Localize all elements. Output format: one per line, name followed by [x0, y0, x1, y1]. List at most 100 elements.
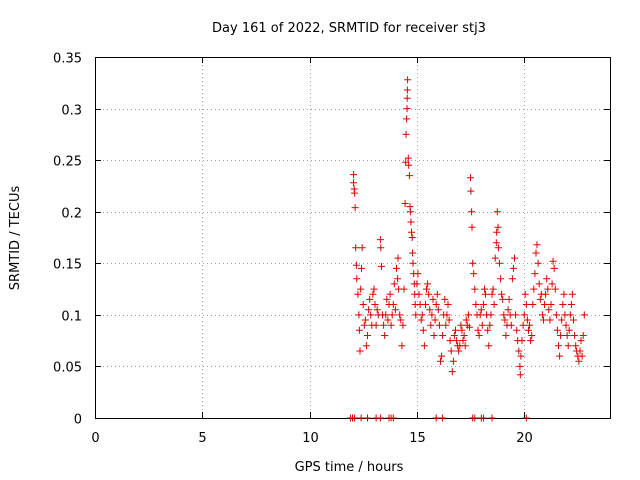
data-point: [429, 295, 437, 303]
chart-title: Day 161 of 2022, SRMTID for receiver stj…: [212, 21, 486, 36]
data-point: [433, 290, 441, 298]
data-points: [346, 76, 588, 422]
data-point: [444, 301, 452, 308]
data-point: [455, 347, 463, 355]
data-point: [350, 179, 358, 187]
data-point: [492, 239, 500, 247]
x-tick-label: 0: [91, 431, 99, 446]
data-point: [493, 228, 501, 236]
y-tick-label: 0.35: [53, 52, 82, 67]
data-point: [358, 244, 366, 252]
y-tick-label: 0.2: [61, 207, 82, 222]
data-point: [571, 332, 579, 339]
data-point: [538, 311, 546, 319]
data-point: [378, 262, 385, 270]
data-point: [469, 259, 477, 267]
data-point: [536, 295, 544, 303]
data-point: [502, 332, 510, 339]
data-point: [531, 270, 539, 278]
data-point: [467, 174, 474, 182]
data-point: [491, 254, 499, 262]
data-point: [479, 414, 487, 422]
y-tick-label: 0.05: [53, 361, 82, 376]
data-point: [439, 414, 447, 422]
data-point: [354, 290, 362, 298]
data-point: [564, 342, 572, 350]
data-point: [543, 275, 551, 283]
data-point: [432, 301, 440, 308]
data-point: [408, 228, 415, 236]
data-point: [499, 295, 507, 303]
data-point: [530, 285, 538, 293]
data-point: [415, 290, 423, 298]
data-point: [426, 306, 434, 314]
data-point: [577, 337, 585, 345]
data-point: [494, 223, 502, 231]
data-point: [396, 311, 404, 319]
data-point: [449, 357, 457, 365]
data-point: [371, 301, 379, 308]
grid: [95, 57, 610, 418]
data-point: [529, 301, 537, 308]
data-point: [443, 311, 451, 319]
data-point: [367, 311, 375, 319]
data-point: [412, 311, 420, 319]
data-point: [427, 321, 435, 329]
data-point: [534, 259, 542, 267]
data-point: [413, 280, 421, 288]
data-point: [467, 187, 475, 195]
data-point: [520, 311, 528, 319]
data-point: [434, 306, 442, 314]
data-point: [496, 259, 503, 267]
data-point: [390, 280, 398, 288]
data-point: [406, 208, 414, 216]
data-point: [453, 337, 461, 345]
data-point: [460, 332, 468, 339]
x-tick-label: 10: [302, 431, 319, 446]
data-point: [484, 326, 492, 334]
data-point: [405, 161, 413, 169]
data-point: [513, 326, 521, 334]
data-point: [552, 311, 560, 319]
data-point: [522, 301, 530, 308]
data-point: [407, 218, 415, 226]
data-point: [358, 264, 365, 272]
data-point: [465, 323, 473, 331]
data-point: [401, 200, 409, 207]
data-point: [431, 316, 439, 324]
data-point: [579, 332, 587, 339]
data-point: [420, 342, 428, 350]
data-point: [452, 326, 459, 334]
data-point: [566, 311, 574, 319]
data-point: [576, 347, 584, 355]
data-point: [403, 86, 411, 94]
data-point: [508, 275, 516, 283]
data-point: [364, 332, 371, 339]
data-point: [535, 280, 543, 288]
data-point: [369, 290, 377, 298]
data-point: [365, 306, 373, 314]
data-point: [423, 285, 430, 293]
data-point: [458, 326, 466, 334]
data-point: [572, 342, 580, 350]
data-point: [430, 332, 438, 339]
data-point: [521, 290, 529, 298]
y-tick-label: 0.3: [61, 104, 82, 119]
data-point: [479, 301, 487, 308]
data-point: [563, 332, 571, 339]
y-tick-label: 0.15: [53, 258, 82, 273]
data-point: [548, 280, 556, 288]
data-point: [372, 321, 380, 329]
data-point: [352, 244, 360, 252]
data-point: [397, 316, 405, 324]
data-point: [580, 311, 588, 319]
data-point: [386, 290, 394, 298]
data-point: [556, 352, 564, 360]
data-point: [486, 321, 494, 329]
data-point: [488, 414, 496, 422]
data-point: [357, 285, 365, 293]
axis-ticks: 0 0.05 0.1 0.15 0.2 0.25 0.3 0.35 0 5 10 15 20: [53, 52, 610, 446]
data-point: [409, 259, 417, 267]
data-point: [389, 414, 397, 422]
data-point: [422, 301, 429, 308]
